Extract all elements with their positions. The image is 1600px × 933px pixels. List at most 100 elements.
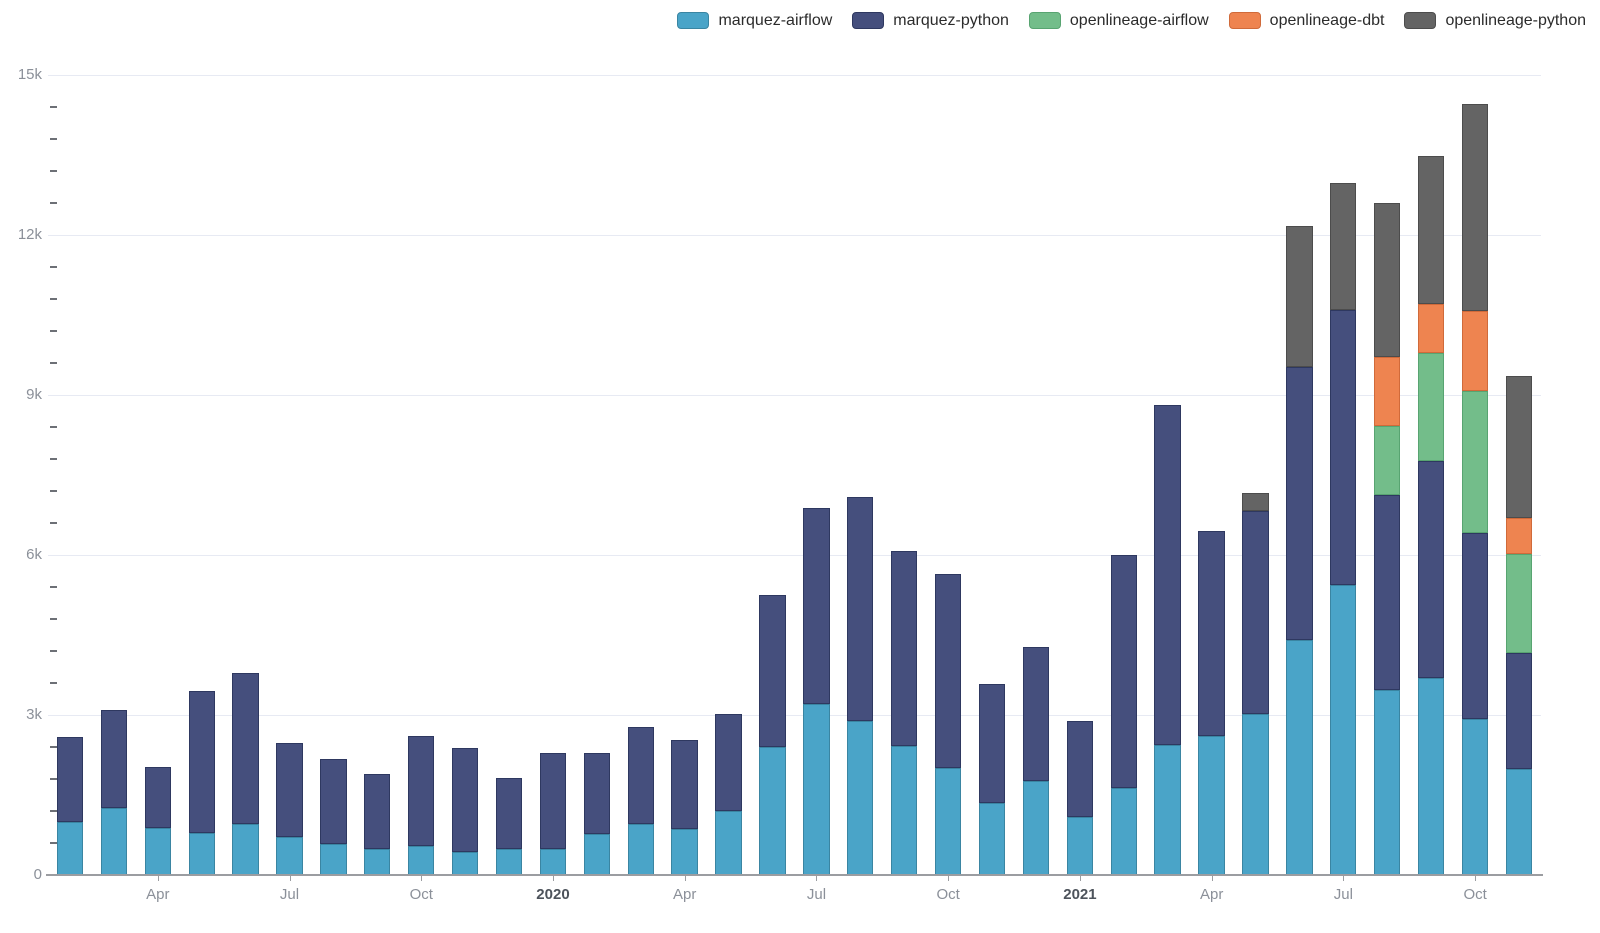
marquez-python-segment[interactable] xyxy=(627,726,654,825)
legend-item-marquez-python[interactable]: marquez-python xyxy=(852,12,1009,29)
bar-jul-2021[interactable] xyxy=(1330,183,1357,875)
bar-dec-2020[interactable] xyxy=(1022,647,1050,875)
bar-aug-2020[interactable] xyxy=(847,496,874,875)
openlineage-dbt-segment[interactable] xyxy=(1373,357,1401,427)
bar-jul-2020[interactable] xyxy=(803,507,830,875)
marquez-python-segment[interactable] xyxy=(891,550,918,747)
bar-may-2021[interactable] xyxy=(1242,492,1269,875)
bar-feb-2021[interactable] xyxy=(1110,555,1137,875)
marquez-airflow-segment[interactable] xyxy=(1417,677,1445,875)
bar-apr-2019[interactable] xyxy=(144,766,171,875)
marquez-airflow-segment[interactable] xyxy=(1373,689,1401,875)
openlineage-python-segment[interactable] xyxy=(1505,376,1533,519)
marquez-airflow-segment[interactable] xyxy=(1505,769,1533,875)
bar-oct-2021[interactable] xyxy=(1461,103,1489,875)
marquez-airflow-segment[interactable] xyxy=(539,848,567,875)
bar-jun-2019[interactable] xyxy=(232,672,259,875)
marquez-python-segment[interactable] xyxy=(1198,531,1225,736)
openlineage-airflow-segment[interactable] xyxy=(1417,352,1445,461)
marquez-python-segment[interactable] xyxy=(1022,647,1050,782)
marquez-python-segment[interactable] xyxy=(188,691,215,833)
marquez-python-segment[interactable] xyxy=(1417,460,1445,678)
marquez-python-segment[interactable] xyxy=(671,740,698,829)
marquez-python-segment[interactable] xyxy=(715,713,742,811)
marquez-airflow-segment[interactable] xyxy=(232,823,259,875)
bar-oct-2019[interactable] xyxy=(408,735,435,875)
marquez-python-segment[interactable] xyxy=(1286,366,1313,641)
legend-item-openlineage-airflow[interactable]: openlineage-airflow xyxy=(1028,12,1209,29)
bar-oct-2020[interactable] xyxy=(934,574,962,875)
marquez-airflow-segment[interactable] xyxy=(847,721,874,875)
legend-item-openlineage-dbt[interactable]: openlineage-dbt xyxy=(1228,12,1384,29)
openlineage-python-segment[interactable] xyxy=(1373,203,1401,358)
bar-apr-2021[interactable] xyxy=(1198,531,1225,875)
openlineage-airflow-segment[interactable] xyxy=(1505,553,1533,654)
openlineage-python-segment[interactable] xyxy=(1242,492,1269,511)
marquez-airflow-segment[interactable] xyxy=(320,843,347,875)
marquez-python-segment[interactable] xyxy=(276,742,303,837)
marquez-python-segment[interactable] xyxy=(1110,555,1137,788)
bar-jul-2019[interactable] xyxy=(276,742,303,875)
openlineage-python-segment[interactable] xyxy=(1286,225,1313,367)
marquez-airflow-segment[interactable] xyxy=(671,828,698,875)
bar-feb-2019[interactable] xyxy=(56,736,84,875)
marquez-airflow-segment[interactable] xyxy=(1242,714,1269,875)
legend-item-openlineage-python[interactable]: openlineage-python xyxy=(1404,12,1586,29)
bar-may-2019[interactable] xyxy=(188,691,215,875)
marquez-python-segment[interactable] xyxy=(1154,404,1181,745)
marquez-airflow-segment[interactable] xyxy=(1022,781,1050,875)
marquez-python-segment[interactable] xyxy=(364,773,391,850)
bar-sep-2019[interactable] xyxy=(364,773,391,875)
bar-aug-2021[interactable] xyxy=(1373,203,1401,875)
marquez-python-segment[interactable] xyxy=(100,709,128,808)
marquez-python-segment[interactable] xyxy=(56,736,84,822)
marquez-python-segment[interactable] xyxy=(1066,721,1093,817)
marquez-airflow-segment[interactable] xyxy=(1110,787,1137,875)
bar-sep-2020[interactable] xyxy=(891,550,918,875)
marquez-python-segment[interactable] xyxy=(539,753,567,849)
marquez-python-segment[interactable] xyxy=(451,747,479,852)
bar-dec-2019[interactable] xyxy=(495,778,523,875)
marquez-python-segment[interactable] xyxy=(1505,653,1533,770)
marquez-python-segment[interactable] xyxy=(1242,510,1269,715)
openlineage-python-segment[interactable] xyxy=(1330,183,1357,311)
marquez-airflow-segment[interactable] xyxy=(1461,718,1489,875)
marquez-python-segment[interactable] xyxy=(583,753,610,835)
marquez-airflow-segment[interactable] xyxy=(1286,640,1313,875)
legend-item-marquez-airflow[interactable]: marquez-airflow xyxy=(677,12,832,29)
bar-feb-2020[interactable] xyxy=(583,753,610,875)
openlineage-python-segment[interactable] xyxy=(1417,156,1445,304)
marquez-python-segment[interactable] xyxy=(495,778,523,849)
marquez-python-segment[interactable] xyxy=(320,758,347,844)
marquez-python-segment[interactable] xyxy=(803,507,830,704)
marquez-airflow-segment[interactable] xyxy=(978,803,1006,875)
marquez-python-segment[interactable] xyxy=(847,496,874,722)
marquez-airflow-segment[interactable] xyxy=(715,811,742,875)
marquez-airflow-segment[interactable] xyxy=(364,849,391,875)
marquez-airflow-segment[interactable] xyxy=(144,828,171,875)
marquez-airflow-segment[interactable] xyxy=(627,824,654,875)
marquez-airflow-segment[interactable] xyxy=(408,845,435,875)
bar-nov-2019[interactable] xyxy=(451,747,479,875)
marquez-airflow-segment[interactable] xyxy=(276,836,303,875)
marquez-airflow-segment[interactable] xyxy=(1330,584,1357,875)
openlineage-dbt-segment[interactable] xyxy=(1417,303,1445,353)
openlineage-dbt-segment[interactable] xyxy=(1505,518,1533,554)
marquez-python-segment[interactable] xyxy=(978,683,1006,803)
marquez-airflow-segment[interactable] xyxy=(451,851,479,875)
marquez-airflow-segment[interactable] xyxy=(188,832,215,875)
bar-apr-2020[interactable] xyxy=(671,740,698,875)
openlineage-python-segment[interactable] xyxy=(1461,103,1489,312)
marquez-python-segment[interactable] xyxy=(759,595,786,747)
marquez-python-segment[interactable] xyxy=(1461,532,1489,719)
openlineage-airflow-segment[interactable] xyxy=(1373,426,1401,495)
marquez-airflow-segment[interactable] xyxy=(759,747,786,875)
bar-jan-2021[interactable] xyxy=(1066,721,1093,875)
marquez-python-segment[interactable] xyxy=(934,574,962,768)
bar-mar-2019[interactable] xyxy=(100,709,128,875)
bar-mar-2021[interactable] xyxy=(1154,404,1181,875)
marquez-airflow-segment[interactable] xyxy=(495,848,523,875)
marquez-airflow-segment[interactable] xyxy=(1154,744,1181,875)
marquez-python-segment[interactable] xyxy=(232,672,259,824)
marquez-python-segment[interactable] xyxy=(408,735,435,846)
